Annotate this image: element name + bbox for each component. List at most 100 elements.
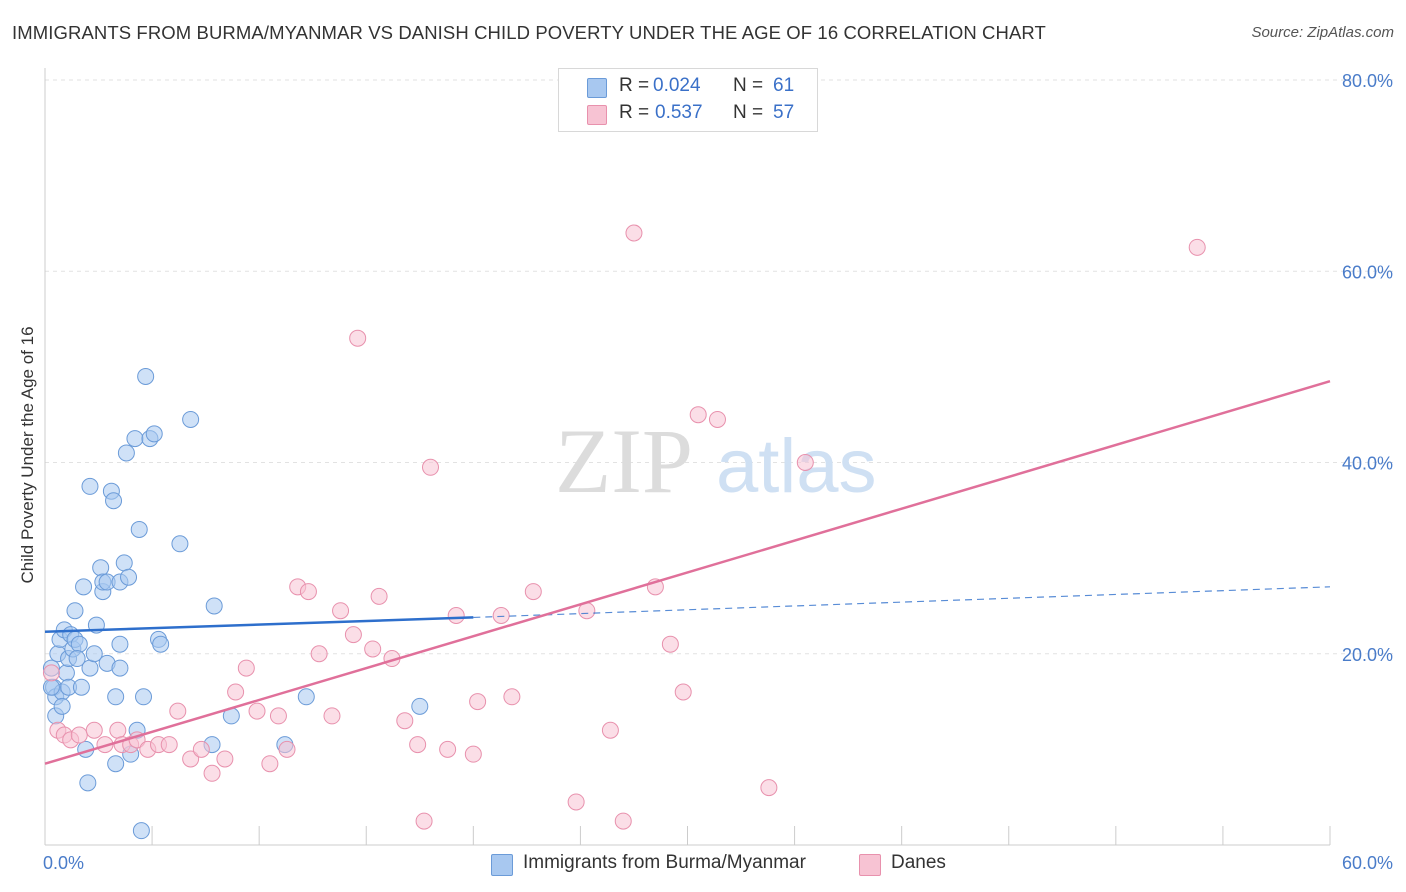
data-point-danes [216,750,234,768]
bottom-legend-swatch-danes [859,854,881,876]
data-point-danes [396,712,414,730]
legend: R = 0.024 N = 61 R = 0.537 N = 57 [558,68,818,132]
legend-r-label: R = [619,75,650,96]
axes [44,68,1331,846]
data-point-danes [42,664,60,682]
trend-line-burma-extension [473,586,1331,619]
data-point-danes [439,740,457,758]
data-point-burma [75,578,93,596]
data-point-danes [227,683,245,701]
x-tick-label: 60.0% [1342,853,1393,873]
chart-title: IMMIGRANTS FROM BURMA/MYANMAR VS DANISH … [12,22,1046,43]
data-point-danes [409,736,427,754]
data-point-burma [132,822,150,840]
data-point-burma [117,444,135,462]
data-point-danes [85,721,103,739]
data-point-burma [57,664,75,682]
data-point-burma [72,678,90,696]
data-point-danes [278,740,296,758]
bottom-legend-swatch-burma [491,854,513,876]
data-point-burma [115,554,133,572]
data-point-burma [130,520,148,538]
data-point-danes [661,635,679,653]
data-point-danes [601,721,619,739]
watermark-atlas: atlas [716,424,877,509]
data-point-burma [42,678,60,696]
data-point-danes [332,602,350,620]
data-point-burma [68,650,86,668]
trend-lines [44,380,1331,765]
data-point-burma [111,659,129,677]
data-point-danes [169,702,187,720]
y-tick-label: 40.0% [1342,454,1393,474]
data-point-burma [152,635,170,653]
legend-n-label: N = [733,75,764,96]
data-point-burma [111,635,129,653]
bottom-legend-label-burma: Immigrants from Burma/Myanmar [523,852,806,873]
data-point-danes [261,755,279,773]
data-point-danes [469,693,487,711]
data-point-danes [567,793,585,811]
data-point-danes [182,750,200,768]
watermark-zip: ZIP [555,410,693,512]
data-point-burma [171,535,189,553]
data-point-burma [411,697,429,715]
data-point-danes [299,583,317,601]
source-credit: Source: ZipAtlas.com [1251,24,1394,41]
data-point-burma [120,568,138,586]
legend-r-value: 0.024 [653,75,701,96]
data-point-danes [269,707,287,725]
y-tick-label: 60.0% [1342,262,1393,282]
legend-n-value: 57 [773,102,795,123]
data-point-danes [464,745,482,763]
data-point-danes [192,740,210,758]
data-point-danes [492,607,510,624]
data-point-danes [70,726,88,744]
legend-swatch-burma [587,78,607,98]
data-point-burma [92,559,110,577]
data-point-burma [135,688,153,706]
data-point-danes [364,640,382,658]
data-point-burma [85,645,103,663]
data-point-danes [708,410,726,428]
y-tick-label: 80.0% [1342,71,1393,91]
data-point-danes [614,812,632,830]
data-point-danes [625,224,643,242]
data-point-danes [310,645,328,663]
data-point-danes [422,458,439,476]
y-tick-label: 20.0% [1342,645,1393,665]
data-point-burma [53,697,71,715]
data-point-burma [137,367,155,385]
legend-r-value: 0.537 [655,102,703,123]
data-point-danes [203,764,221,782]
data-point-burma [126,430,144,448]
data-point-danes [760,779,778,797]
y-axis-title: Child Poverty Under the Age of 16 [18,326,37,583]
data-point-burma [66,602,84,620]
legend-n-value: 61 [773,75,795,96]
series-burma-points [42,367,429,840]
data-point-danes [674,683,692,701]
data-point-burma [107,755,125,773]
data-point-burma [205,597,223,615]
data-point-danes [415,812,433,830]
legend-swatch-danes [587,105,607,125]
data-point-danes [248,702,266,720]
x-tick-label: 0.0% [43,853,84,873]
data-point-burma [182,410,200,428]
legend-n-label: N = [733,102,764,123]
data-point-danes [349,329,367,347]
bottom-legend-label-danes: Danes [891,852,946,873]
data-point-danes [323,707,341,725]
data-point-burma [79,774,97,792]
data-point-danes [370,587,388,605]
legend-r-label: R = [619,102,650,123]
tick-labels: 20.0% 40.0% 60.0% 80.0% 0.0% 60.0% [43,71,1393,873]
data-point-danes [160,736,178,754]
data-point-danes [447,607,465,624]
data-point-burma [105,492,123,510]
data-point-burma [81,477,99,495]
watermark: ZIP atlas [555,410,877,512]
trend-line-burma [44,616,474,634]
